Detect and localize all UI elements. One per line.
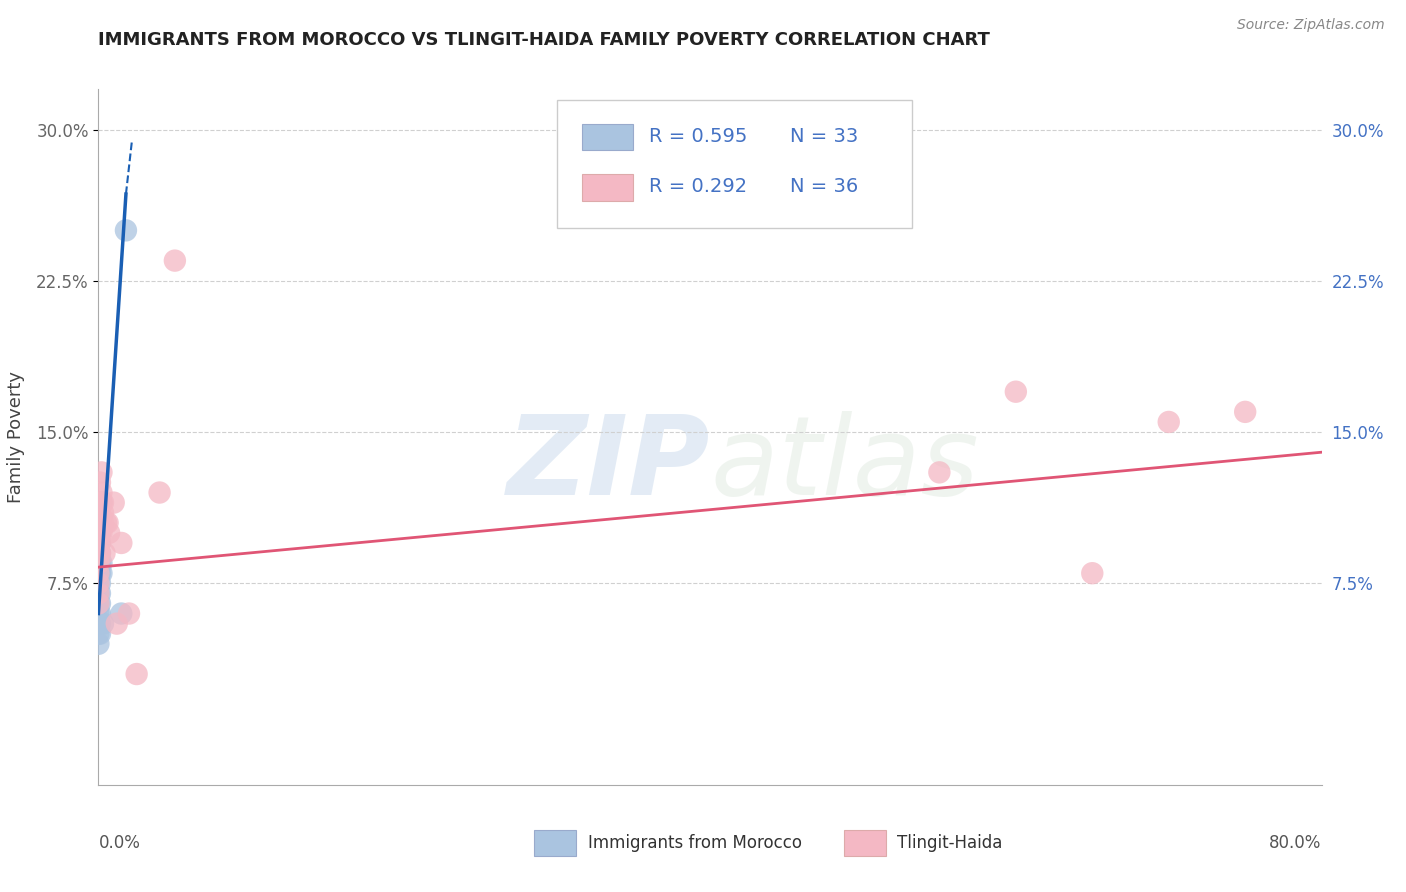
Point — [87, 536, 110, 550]
Point — [103, 495, 125, 509]
Point — [1157, 415, 1180, 429]
Point — [89, 597, 111, 611]
Point — [87, 566, 110, 581]
Point — [87, 525, 110, 540]
Text: 0.0%: 0.0% — [98, 834, 141, 852]
Point — [87, 616, 110, 631]
Point — [125, 667, 148, 681]
Point — [118, 607, 141, 621]
Point — [91, 506, 114, 520]
Point — [89, 616, 111, 631]
Point — [87, 566, 110, 581]
Point — [87, 586, 110, 600]
Point — [94, 516, 117, 530]
Point — [87, 607, 110, 621]
Point — [87, 536, 110, 550]
Point — [90, 495, 112, 509]
Point — [149, 485, 172, 500]
Point — [97, 516, 120, 530]
Point — [110, 536, 132, 550]
Text: ZIP: ZIP — [506, 411, 710, 518]
Point — [89, 536, 111, 550]
Point — [89, 475, 111, 490]
Point — [89, 525, 111, 540]
Text: Source: ZipAtlas.com: Source: ZipAtlas.com — [1237, 18, 1385, 32]
Point — [98, 525, 121, 540]
Point — [89, 607, 111, 621]
Text: R = 0.595: R = 0.595 — [650, 127, 747, 146]
Point — [89, 576, 111, 591]
Point — [89, 586, 111, 600]
Point — [89, 525, 111, 540]
Point — [87, 576, 110, 591]
Point — [87, 576, 110, 591]
Point — [87, 556, 110, 570]
Point — [928, 466, 950, 480]
Point — [87, 546, 110, 560]
Text: N = 33: N = 33 — [790, 127, 858, 146]
Point — [115, 223, 138, 237]
Point — [90, 525, 112, 540]
Text: Immigrants from Morocco: Immigrants from Morocco — [588, 834, 801, 852]
Point — [1004, 384, 1026, 399]
Point — [89, 626, 111, 640]
Point — [87, 525, 110, 540]
Point — [91, 616, 114, 631]
Point — [90, 556, 112, 570]
Point — [87, 626, 110, 640]
Point — [1081, 566, 1104, 581]
Point — [90, 566, 112, 581]
Point — [90, 485, 112, 500]
Point — [89, 546, 111, 560]
Text: 80.0%: 80.0% — [1270, 834, 1322, 852]
Point — [90, 466, 112, 480]
Point — [1234, 405, 1257, 419]
Y-axis label: Family Poverty: Family Poverty — [7, 371, 25, 503]
Text: R = 0.292: R = 0.292 — [650, 178, 747, 196]
FancyBboxPatch shape — [582, 124, 633, 151]
Point — [87, 495, 110, 509]
Point — [93, 546, 115, 560]
FancyBboxPatch shape — [557, 100, 912, 228]
Point — [87, 597, 110, 611]
Point — [90, 495, 112, 509]
Text: IMMIGRANTS FROM MOROCCO VS TLINGIT-HAIDA FAMILY POVERTY CORRELATION CHART: IMMIGRANTS FROM MOROCCO VS TLINGIT-HAIDA… — [98, 31, 990, 49]
Point — [89, 566, 111, 581]
Point — [87, 516, 110, 530]
FancyBboxPatch shape — [582, 174, 633, 201]
Point — [87, 586, 110, 600]
Point — [87, 597, 110, 611]
Point — [89, 536, 111, 550]
Point — [89, 556, 111, 570]
Point — [105, 616, 128, 631]
Point — [91, 495, 114, 509]
Text: atlas: atlas — [710, 411, 979, 518]
Point — [91, 516, 114, 530]
Text: N = 36: N = 36 — [790, 178, 858, 196]
Point — [87, 546, 110, 560]
Point — [89, 506, 111, 520]
Point — [89, 546, 111, 560]
Point — [87, 556, 110, 570]
Point — [87, 637, 110, 651]
Point — [87, 566, 110, 581]
Point — [163, 253, 186, 268]
Point — [110, 607, 132, 621]
Point — [87, 546, 110, 560]
Text: Tlingit-Haida: Tlingit-Haida — [897, 834, 1002, 852]
